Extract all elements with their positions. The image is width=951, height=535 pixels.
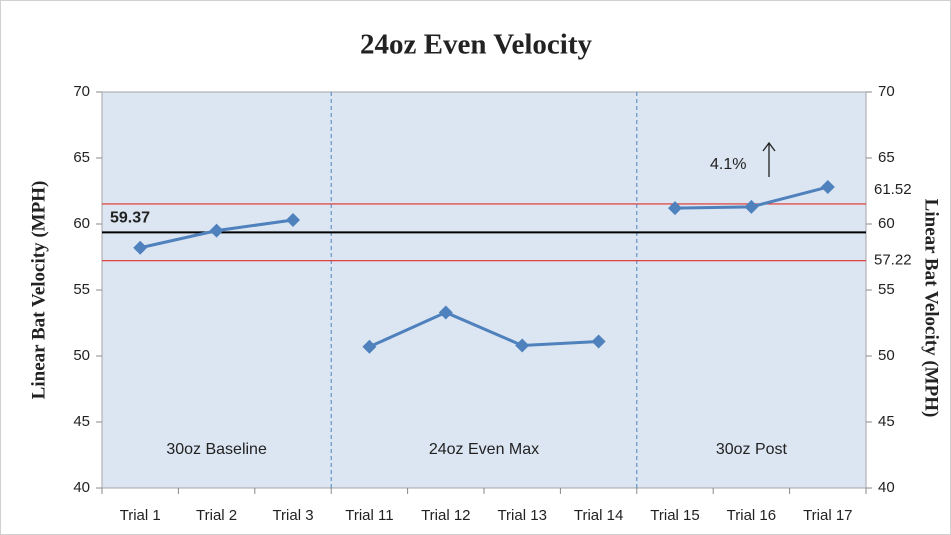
y2-tick-label: 70 [878,83,895,100]
y-tick-label: 55 [73,281,90,298]
region-label: 30oz Post [716,441,788,458]
x-tick-label: Trial 17 [803,507,852,524]
data-point [209,223,224,238]
x-tick-label: Trial 11 [345,507,393,524]
x-tick-label: Trial 2 [196,507,237,524]
reference-label: 59.37 [110,210,150,227]
reference-label: 57.22 [874,252,912,269]
y2-tick-label: 45 [878,413,895,430]
y2-axis-label: Linear Bat Velocity (MPH) [921,199,942,418]
data-point [515,338,530,353]
data-point [362,339,377,354]
x-tick-label: Trial 14 [574,507,623,524]
x-tick-label: Trial 16 [727,507,776,524]
data-point [286,213,300,228]
region-label: 24oz Even Max [429,441,539,458]
x-tick-label: Trial 15 [650,507,699,524]
y-tick-label: 50 [73,347,90,364]
series-line [368,310,599,349]
y-tick-label: 40 [73,479,90,496]
region-label: 30oz Baseline [166,441,267,458]
y-axis-label: Linear Bat Velocity (MPH) [28,181,49,400]
data-point [438,305,453,320]
data-point [820,180,835,195]
x-tick-label: Trial 12 [421,507,470,524]
arrow-icon [762,141,776,177]
y2-tick-label: 60 [878,215,895,232]
data-point [744,199,759,214]
data-point [591,334,606,349]
y2-tick-label: 50 [878,347,895,364]
y2-tick-label: 65 [878,149,895,166]
reference-label: 61.52 [874,181,912,198]
y-tick-label: 65 [73,149,90,166]
y2-tick-label: 40 [878,479,895,496]
plot-area [101,91,867,489]
y2-tick-label: 55 [878,281,895,298]
x-tick-label: Trial 1 [120,507,161,524]
x-tick-label: Trial 3 [272,507,313,524]
y-tick-label: 60 [73,215,90,232]
data-point [133,240,148,255]
y-tick-label: 45 [73,413,90,430]
y-tick-label: 70 [73,83,90,100]
x-tick-label: Trial 13 [497,507,546,524]
annotation: 4.1% [710,156,746,173]
chart-title: 24oz Even Velocity [360,29,592,61]
data-point [668,201,682,216]
